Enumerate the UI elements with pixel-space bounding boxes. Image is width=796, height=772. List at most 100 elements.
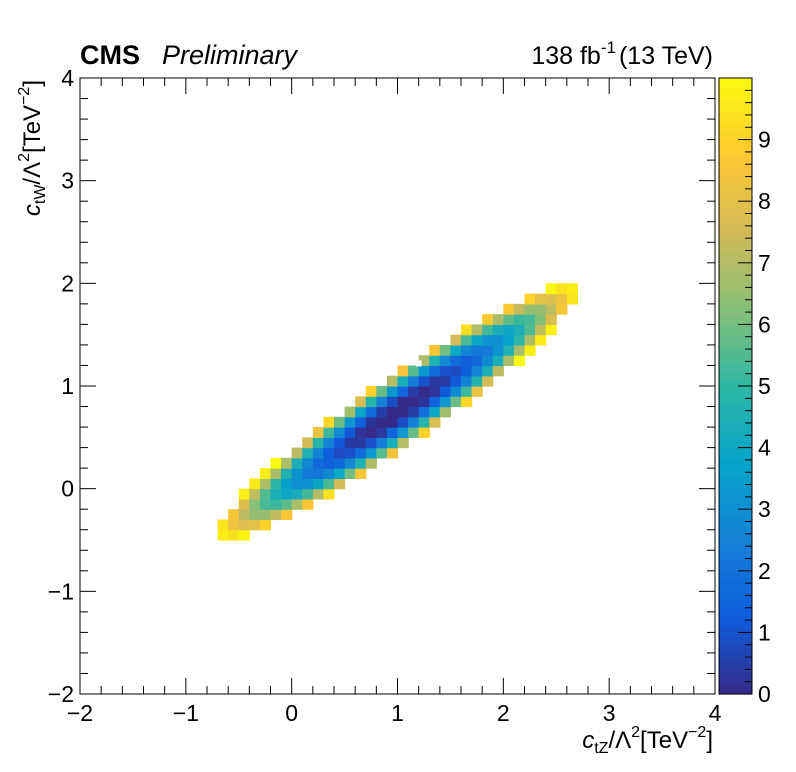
heatmap-cell	[323, 457, 335, 469]
color-scale-band	[719, 195, 752, 202]
color-scale-band	[719, 279, 752, 286]
heatmap-cell	[439, 396, 452, 408]
color-scale-band	[719, 117, 752, 124]
heatmap-cell	[397, 375, 409, 387]
color-scale-band	[719, 122, 752, 129]
y-tick-label: 0	[61, 476, 74, 502]
heatmap-cell	[418, 365, 430, 377]
color-scale-band	[719, 335, 752, 342]
heatmap-cell	[249, 509, 261, 521]
heatmap-cell	[397, 427, 409, 438]
heatmap-cell	[535, 303, 547, 315]
heatmap-cell	[471, 334, 483, 346]
y-tick-label: 3	[61, 168, 74, 194]
x-tick-label: 2	[497, 700, 510, 726]
x-tick-label: −1	[173, 700, 199, 726]
heatmap-cell	[291, 468, 303, 479]
heatmap-cell	[238, 529, 250, 541]
x-tick-label: 0	[285, 700, 298, 726]
heatmap-cell	[492, 314, 504, 325]
heatmap-cell	[461, 334, 473, 346]
color-scale-tick-label: 8	[758, 188, 771, 214]
heatmap-cell	[461, 324, 473, 336]
color-scale-band	[719, 632, 752, 639]
heatmap-cell	[281, 478, 293, 490]
heatmap-cell	[386, 416, 399, 428]
color-scale-band	[719, 106, 752, 113]
heatmap-cell	[249, 498, 261, 510]
heatmap-cell	[492, 355, 504, 367]
heatmap-cell	[524, 344, 536, 356]
y-tick-label: −2	[48, 681, 74, 707]
heatmap-cell	[482, 324, 494, 336]
color-scale-band	[719, 167, 752, 174]
heatmap-cell	[334, 447, 346, 459]
color-scale-band	[719, 386, 752, 393]
heatmap-cell	[503, 314, 515, 325]
color-scale-band	[719, 268, 752, 275]
heatmap-cell	[408, 406, 420, 418]
x-tick-label: 3	[603, 700, 616, 726]
heatmap-cell	[302, 468, 314, 479]
color-scale-band	[719, 201, 752, 208]
heatmap-cell	[334, 468, 346, 479]
heatmap-cell	[355, 416, 367, 428]
heatmap-cell	[397, 365, 409, 377]
heatmap-cell	[238, 488, 250, 500]
heatmap-cell	[259, 488, 272, 500]
color-scale-band	[719, 212, 752, 219]
color-scale-tick-label: 4	[758, 435, 771, 461]
heatmap-cell	[418, 386, 430, 397]
y-axis-ticks: −2 −1 0 1 2 3 4	[48, 65, 715, 707]
heatmap-cell	[471, 375, 483, 387]
heatmap-cell	[535, 293, 547, 305]
heatmap-cell	[270, 509, 282, 521]
heatmap-cell	[471, 324, 483, 336]
color-scale-band	[719, 330, 752, 337]
color-scale-band	[719, 436, 752, 443]
heatmap-cell	[376, 437, 388, 449]
heatmap-cell	[344, 427, 356, 438]
color-scale-band	[719, 464, 752, 471]
heatmap-cell	[408, 416, 420, 428]
heatmap-cell	[461, 344, 473, 356]
color-scale-band	[719, 285, 752, 292]
color-scale-band	[719, 598, 752, 605]
heatmap-cell	[408, 386, 420, 397]
experiment-label: CMS	[80, 40, 140, 70]
heatmap-cell	[323, 468, 335, 479]
heatmap-cell	[259, 519, 272, 531]
heatmap-cell	[418, 396, 430, 408]
heatmap-cell	[291, 447, 303, 459]
color-scale-band	[719, 576, 752, 583]
color-scale-band	[719, 307, 752, 314]
color-scale-band	[719, 492, 752, 499]
heatmap-cell	[376, 406, 388, 418]
heatmap-cell	[545, 324, 557, 336]
color-scale-band	[719, 313, 752, 320]
heatmap-cell	[482, 314, 494, 325]
color-scale-band	[719, 346, 752, 353]
color-scale-band	[719, 206, 752, 213]
heatmap-cell	[238, 519, 250, 531]
heatmap-cell	[334, 457, 346, 469]
color-scale-band	[719, 262, 752, 269]
color-scale: 0 1 2 3 4 5 6 7 8 9	[718, 77, 771, 707]
lumi-label: 138 fb-1 (13 TeV)	[531, 38, 713, 70]
heatmap-cell	[259, 478, 272, 490]
color-scale-tick-label: 0	[758, 681, 771, 707]
heatmap-cell	[439, 386, 452, 397]
color-scale-band	[719, 397, 752, 404]
heatmap-cell	[482, 355, 494, 367]
heatmap-cell	[545, 303, 557, 315]
y-tick-label: −1	[48, 578, 74, 604]
heatmap-cell	[429, 365, 441, 377]
color-scale-band	[719, 666, 752, 673]
color-scale-band	[719, 190, 752, 197]
heatmap-cell	[312, 427, 325, 438]
heatmap-cell	[492, 334, 504, 346]
heatmap-cell	[312, 447, 325, 459]
heatmap-cell	[312, 478, 325, 490]
heatmap-cell	[418, 355, 430, 367]
heatmap-cell	[471, 386, 483, 397]
